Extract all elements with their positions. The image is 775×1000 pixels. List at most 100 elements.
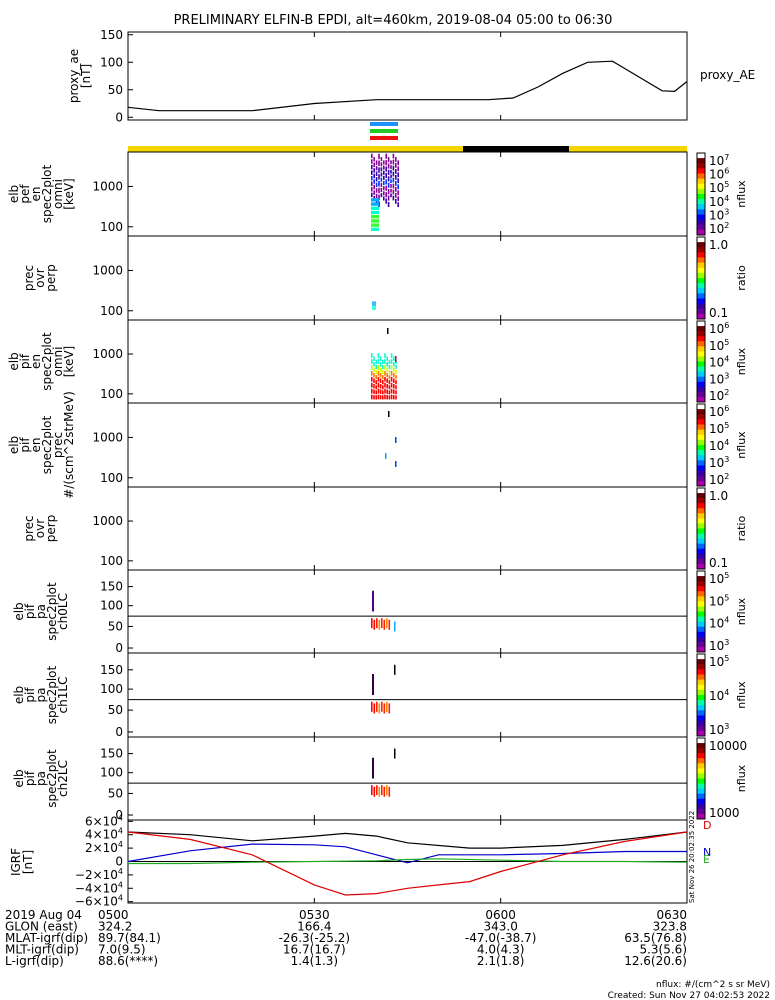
proxy-ae-line xyxy=(127,60,688,112)
pef-spectrum-cell xyxy=(397,190,399,196)
colorbar-label: 106 xyxy=(709,321,729,336)
pif-spectrum-cell xyxy=(388,385,391,390)
pa-cell xyxy=(376,618,378,629)
colorbar-swatch xyxy=(697,242,705,248)
elb_pif_pa_ch1-ylabel: ch1LC xyxy=(56,677,70,714)
colorbar-swatch xyxy=(697,356,705,362)
colorbar-swatch xyxy=(697,391,705,398)
pif-spectrum-cell xyxy=(379,389,382,394)
ratio-spectrum-cell xyxy=(372,302,376,304)
igrf-ytick: −2×104 xyxy=(75,867,123,882)
pef-spectrum-cell xyxy=(380,177,383,182)
elb_pif_pa_ch1-ytick: 150 xyxy=(100,663,123,677)
colorbar-frame-3 xyxy=(696,320,706,403)
pif-spectrum-cell xyxy=(379,362,382,367)
ratio-spectrum-cell xyxy=(372,305,376,307)
colorbar-swatch xyxy=(697,596,705,602)
colorbar-label: 103 xyxy=(709,455,729,470)
igrf-series-total xyxy=(127,831,688,896)
elb_pif_pa_ch1-ytick: 100 xyxy=(100,682,123,696)
elb_pif_pa_ch2-ylabel: elb xyxy=(12,769,26,787)
pa-cell xyxy=(378,703,381,714)
pif-spectrum-cell xyxy=(373,356,375,361)
pif-spectrum-cell xyxy=(384,388,386,394)
elb_pef_en_spec-ylabel: elb xyxy=(7,185,21,203)
pif-spectrum-cell xyxy=(375,375,377,380)
proxy_ae-ytick: 100 xyxy=(100,55,123,69)
pif-spectrum-cell xyxy=(379,367,382,372)
elb_pif_pa_ch0-ytick: 50 xyxy=(108,619,123,633)
pif-spectrum-cell xyxy=(371,370,373,376)
pif-spectrum-cell xyxy=(388,370,391,375)
colorbar-label: 104 xyxy=(709,194,729,209)
colorbar-label: 105 xyxy=(709,180,729,195)
elb_pif_en_prec-ylabel: spec2plot xyxy=(40,415,54,474)
pif-spectrum-cell xyxy=(388,359,391,364)
pif-spectrum-cell xyxy=(375,380,377,385)
colorbar-swatch xyxy=(697,262,705,269)
pif-spectrum-cell xyxy=(386,395,388,400)
proxy-ae-legend: proxy_AE xyxy=(700,68,755,82)
pif-spectrum-cell xyxy=(379,395,382,400)
pef-spectrum-cell xyxy=(387,189,390,195)
elb_pif_en_prec-ylabel: pif xyxy=(18,437,32,453)
colorbar-swatch xyxy=(697,503,705,509)
elb_pif_en_prec-ytick: 100 xyxy=(100,471,123,485)
colorbar-swatch xyxy=(697,725,705,732)
pif-spectrum-cell xyxy=(371,359,373,364)
pef-spectrum-cell xyxy=(380,157,383,162)
ephem-cell: 343.0 xyxy=(483,920,517,934)
colorbar-swatch xyxy=(697,626,705,633)
colorbar-swatch xyxy=(697,326,705,332)
elb_pif_en_spec-ylabel: pif xyxy=(18,353,32,369)
elb_pif_en_spec-ylabel: elb xyxy=(7,352,21,370)
pif-spectrum-cell xyxy=(371,382,373,388)
colorbar-swatch xyxy=(697,419,705,425)
colorbar-swatch xyxy=(697,695,705,701)
colorbar-swatch xyxy=(697,450,705,456)
state-bar-yellow xyxy=(128,146,687,152)
pif-spectrum-cell xyxy=(393,362,395,367)
elb_pif_pa_ch1-ylabel: pif xyxy=(23,687,37,703)
pif-spectrum-cell xyxy=(371,353,373,358)
pif-spectrum-cell xyxy=(384,382,386,388)
colorbar-swatch xyxy=(697,591,705,597)
colorbar-unit-8: nflux xyxy=(735,764,748,792)
pef-spectrum-cell xyxy=(392,159,395,165)
pef-spectrum-cell xyxy=(390,179,392,184)
ephem-row-label: MLT-igrf(dip) xyxy=(5,943,79,957)
colorbar-swatch xyxy=(697,439,705,446)
colorbar-swatch xyxy=(697,808,705,815)
colorbar-label: 103 xyxy=(709,207,729,222)
colorbar-swatch xyxy=(697,465,705,472)
colorbar-swatch xyxy=(697,720,705,727)
prec_ovr_perp-ylabel: ovr xyxy=(33,268,47,287)
pef-spectrum-cell xyxy=(371,181,373,186)
colorbar-label: 103 xyxy=(709,638,729,653)
colorbar-label: 1000 xyxy=(709,806,740,820)
pef-spectrum-cell xyxy=(375,182,378,188)
pif-spectrum-cell xyxy=(377,359,380,364)
pef-spectrum-cell xyxy=(378,194,380,201)
elb_pif_pa_ch0-ytick: 150 xyxy=(100,580,123,594)
pef-spectrum-cell xyxy=(375,177,378,182)
pif-spectrum-cell xyxy=(395,370,397,375)
pef-spectrum-cell xyxy=(373,157,375,162)
colorbar-swatch xyxy=(697,224,705,231)
pif-spectrum-cell xyxy=(393,367,395,372)
figure-title: PRELIMINARY ELFIN-B EPDI, alt=460km, 201… xyxy=(174,13,613,28)
prec_ovr_perp-ytick: 1000 xyxy=(92,263,123,277)
footer-units: nflux: #/(cm^2 s sr MeV) xyxy=(656,980,770,990)
elb_pif_pa_ch0-ylabel: ch0LC xyxy=(56,593,70,630)
colorbar-swatch xyxy=(697,168,705,174)
elb_pif_en_prec-ylabel: #/(scm^2strMeV) xyxy=(62,391,76,499)
ephem-cell: 89.7(84.1) xyxy=(98,931,161,945)
ratio-spectrum-cell xyxy=(372,307,376,309)
pif-spectrum-cell xyxy=(375,359,377,364)
pif-spectrum-cell xyxy=(377,376,380,382)
elb_pif_pa_ch1-ytick: 50 xyxy=(108,703,123,717)
prec_ovr_perp-ylabel: prec xyxy=(22,265,36,291)
colorbar-swatch xyxy=(697,313,705,320)
pef-spectrum-cell xyxy=(392,177,395,183)
pif-spectrum-cell xyxy=(395,385,397,390)
